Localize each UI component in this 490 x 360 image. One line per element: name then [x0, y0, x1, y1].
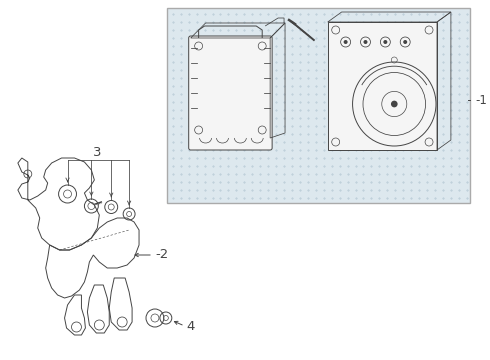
Text: 3: 3 [93, 145, 101, 158]
Text: 4: 4 [187, 320, 195, 333]
Circle shape [403, 40, 407, 44]
Bar [328, 22, 437, 150]
Circle shape [364, 40, 368, 44]
Bar [167, 8, 470, 203]
Circle shape [343, 40, 347, 44]
Circle shape [383, 40, 387, 44]
Text: -1: -1 [476, 94, 488, 107]
Text: -2: -2 [155, 248, 168, 261]
Circle shape [391, 101, 397, 107]
FancyBboxPatch shape [189, 36, 272, 150]
